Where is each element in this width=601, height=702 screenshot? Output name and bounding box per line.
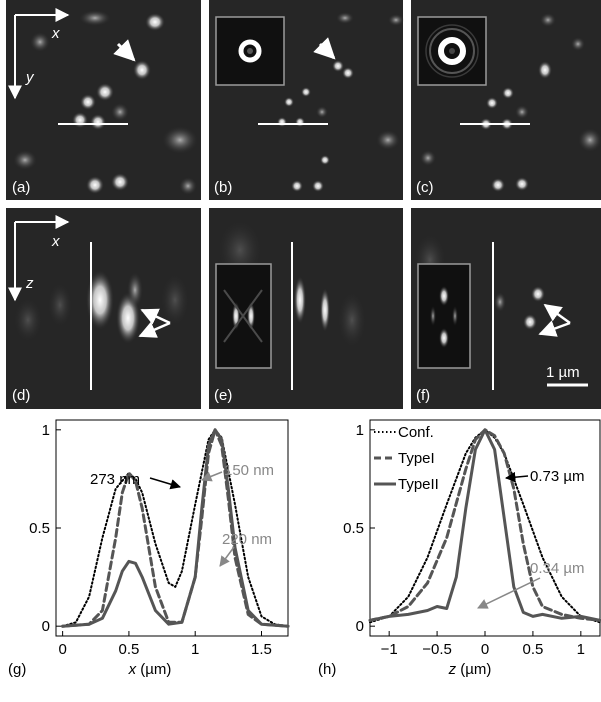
chart-g: 0 0.5 1 1.5 0 0.5 1 x (µm) (g) 273 nm 150 nm 2…: [8, 420, 288, 678]
panel-label-f: (f): [416, 387, 430, 404]
panel-d: x z (d): [6, 208, 201, 409]
annotation-0-34um: 0.34 µm: [530, 560, 585, 577]
x-tick-label: 1: [577, 641, 585, 658]
y-tick-label: 1: [42, 422, 50, 439]
panel-label-a: (a): [12, 179, 30, 196]
chart-h: −1 −0.5 0 0.5 1 0 0.5 1 z (µm) (h) Conf. TypeI …: [318, 420, 600, 678]
panel-a: x y (a): [6, 0, 201, 200]
panel-label-e: (e): [214, 387, 232, 404]
panel-label-b: (b): [214, 179, 232, 196]
legend-label-type2: TypeII: [398, 476, 439, 493]
x-tick-label: 0: [481, 641, 489, 658]
y-tick-label: 0: [356, 618, 364, 635]
x-axis-label-g: x (µm): [128, 661, 172, 678]
psf-inset-c: [418, 17, 486, 85]
legend-label-type1: TypeI: [398, 450, 435, 467]
x-tick-label: 0.5: [522, 641, 543, 658]
scale-bar-label: 1 µm: [546, 364, 580, 381]
annotation-273nm: 273 nm: [90, 471, 140, 488]
psf-inset-b: [216, 17, 284, 85]
annotation-0-73um: 0.73 µm: [530, 468, 585, 485]
x-tick-label: −0.5: [422, 641, 452, 658]
axis-z-label-d: z: [25, 275, 34, 292]
y-tick-label: 1: [356, 422, 364, 439]
panel-label-h: (h): [318, 661, 336, 678]
x-tick-label: −1: [381, 641, 398, 658]
x-tick-label: 0.5: [118, 641, 139, 658]
panel-label-c: (c): [416, 179, 434, 196]
x-tick-label: 0: [58, 641, 66, 658]
axis-x-label-a: x: [51, 25, 60, 42]
annotation-220nm: 220 nm: [222, 531, 272, 548]
plot-frame-g: [56, 420, 288, 636]
psf-inset-e: [216, 264, 271, 368]
panel-label-d: (d): [12, 387, 30, 404]
y-tick-label: 0.5: [29, 520, 50, 537]
x-tick-label: 1.5: [251, 641, 272, 658]
x-axis-label-h: z (µm): [448, 661, 492, 678]
panel-f: 1 µm (f): [411, 208, 601, 409]
y-tick-label: 0.5: [343, 520, 364, 537]
legend-label-conf: Conf.: [398, 424, 434, 441]
panel-e: (e): [209, 208, 403, 409]
x-tick-label: 1: [191, 641, 199, 658]
series-line-g-0: [63, 430, 288, 626]
y-tick-label: 0: [42, 618, 50, 635]
legend-h: Conf. TypeI TypeII: [374, 424, 439, 493]
panel-b: (b): [209, 0, 404, 200]
axis-x-label-d: x: [51, 233, 60, 250]
psf-inset-f: [418, 264, 470, 368]
panel-label-g: (g): [8, 661, 26, 678]
panel-c: (c): [411, 0, 601, 200]
annotation-150nm: 150 nm: [224, 462, 274, 479]
